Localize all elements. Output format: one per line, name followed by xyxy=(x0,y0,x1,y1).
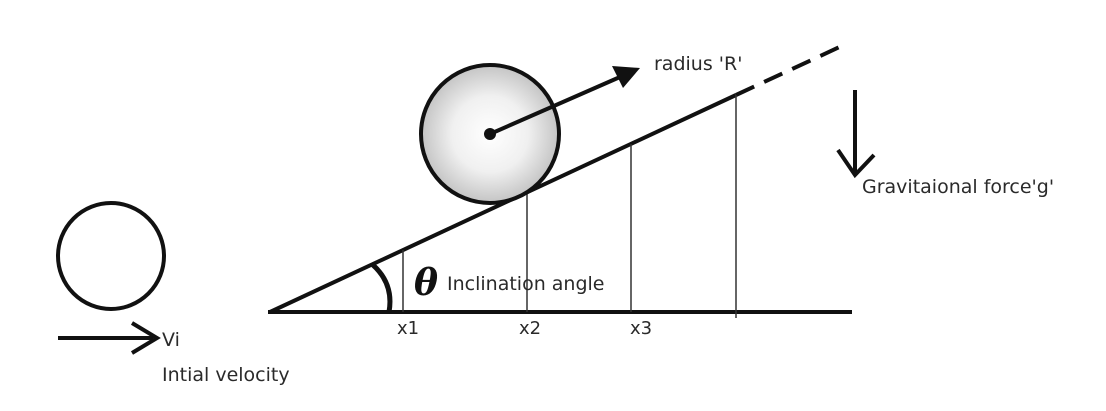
radius-label: radius 'R' xyxy=(654,53,742,75)
initial-velocity-label: Intial velocity xyxy=(162,364,290,386)
velocity-arrow-head xyxy=(130,321,161,355)
angle-arc xyxy=(371,263,393,313)
theta-symbol: θ xyxy=(414,262,438,304)
inclination-angle-label: Inclination angle xyxy=(447,273,604,295)
gravity-arrow-head xyxy=(836,148,876,179)
vi-label: Vi xyxy=(162,329,180,351)
gravity-label: Gravitaional force'g' xyxy=(862,176,1054,198)
radius-arrow xyxy=(489,75,621,136)
initial-ball xyxy=(56,201,166,311)
x1-label: x1 xyxy=(397,318,419,339)
radius-arrow-head xyxy=(612,66,640,88)
x3-label: x3 xyxy=(630,318,652,339)
incline-extension-dashed xyxy=(735,42,847,97)
x2-label: x2 xyxy=(519,318,541,339)
